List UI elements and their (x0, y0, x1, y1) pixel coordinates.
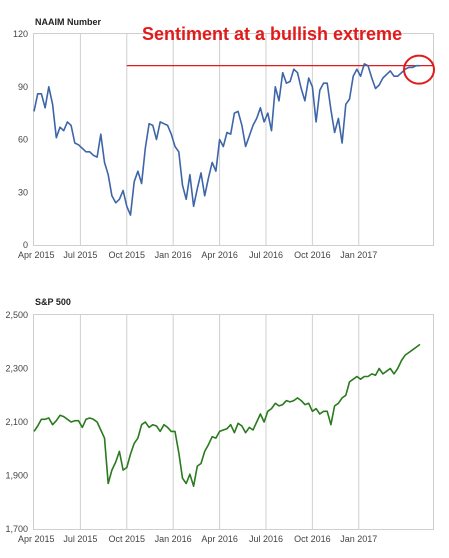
x-axis: Apr 2015 Jul 2015 Oct 2015 Jan 2016 Apr 2016… (18, 534, 377, 544)
x-tick-label: Jul 2015 (63, 250, 97, 260)
x-tick-label: Jul 2016 (249, 534, 283, 544)
series-line (33, 63, 420, 216)
y-tick-label: 1,900 (5, 471, 28, 481)
annotation-text: Sentiment at a bullish extreme (142, 24, 402, 44)
x-tick-label: Jan 2016 (155, 250, 192, 260)
grid (79, 315, 360, 529)
x-tick-label: Apr 2015 (18, 250, 55, 260)
y-tick-label: 120 (13, 29, 28, 39)
chart-title: S&P 500 (35, 297, 71, 307)
sp500-chart: S&P 500 1,700 1,900 2,100 2,300 2,500 Apr 20… (5, 297, 434, 544)
y-tick-label: 60 (18, 135, 28, 145)
x-tick-label: Jan 2016 (155, 534, 192, 544)
x-tick-label: Jul 2015 (63, 534, 97, 544)
y-tick-label: 2,300 (5, 364, 28, 374)
x-tick-label: Apr 2016 (201, 534, 238, 544)
x-tick-label: Apr 2016 (201, 250, 238, 260)
y-tick-label: 90 (18, 82, 28, 92)
y-axis: 1,700 1,900 2,100 2,300 2,500 (5, 310, 28, 534)
y-tick-label: 1,700 (5, 524, 28, 534)
naaim-chart: NAAIM Number 0 30 60 90 120 Apr 2015 Jul 2015… (13, 17, 436, 260)
y-axis: 0 30 60 90 120 (13, 29, 28, 250)
series (33, 343, 421, 488)
x-tick-label: Oct 2015 (109, 250, 146, 260)
x-tick-label: Apr 2015 (18, 534, 55, 544)
grid (79, 34, 360, 245)
highlight-circle (403, 54, 436, 85)
x-tick-label: Jan 2017 (340, 534, 377, 544)
x-tick-label: Oct 2015 (109, 534, 146, 544)
x-tick-label: Oct 2016 (294, 250, 331, 260)
highlight-group (403, 54, 436, 85)
x-tick-label: Jan 2017 (340, 250, 377, 260)
y-tick-label: 2,500 (5, 310, 28, 320)
series (33, 63, 420, 216)
plot-frame (33, 33, 434, 246)
chart-title: NAAIM Number (35, 17, 101, 27)
y-tick-label: 30 (18, 187, 28, 197)
y-tick-label: 2,100 (5, 417, 28, 427)
plot-frame (33, 314, 434, 530)
x-axis: Apr 2015 Jul 2015 Oct 2015 Jan 2016 Apr 2016… (18, 250, 377, 260)
x-tick-label: Oct 2016 (294, 534, 331, 544)
series-line (33, 343, 421, 488)
x-tick-label: Jul 2016 (249, 250, 283, 260)
y-tick-label: 0 (23, 240, 28, 250)
